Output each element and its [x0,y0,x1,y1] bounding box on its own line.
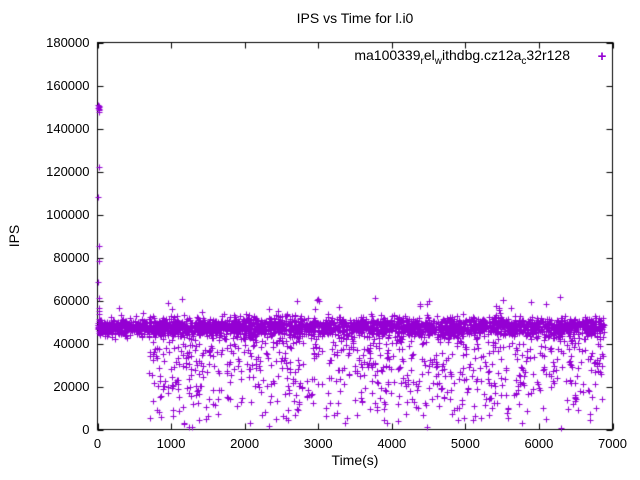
legend-label-part: 32r128 [526,47,570,63]
legend-label-part: el [423,47,435,63]
legend-plus-marker-icon: + [597,48,607,66]
y-tick-label: 120000 [46,163,90,179]
legend: ma100339relwithdbg.cz12ac32r128 + [354,47,612,67]
x-tick-label: 4000 [377,435,407,451]
x-tick-label: 3000 [303,435,333,451]
legend-series-label: ma100339relwithdbg.cz12ac32r128 [354,47,570,67]
x-tick-label: 2000 [230,435,260,451]
y-tick-label: 160000 [46,77,90,93]
legend-label-part: r [420,55,424,67]
y-tick-label: 0 [82,421,90,437]
y-tick-label: 40000 [53,335,90,351]
y-axis-label: IPS [6,224,22,248]
x-tick-label: 5000 [450,435,480,451]
x-tick-label: 7000 [598,435,627,451]
y-tick-label: 180000 [46,34,90,50]
x-tick-label: 1000 [156,435,186,451]
y-tick-label: 20000 [53,378,90,394]
legend-label-part: w [434,55,442,67]
y-tick-label: 100000 [46,206,90,222]
legend-label-part: ma100339 [354,47,421,63]
y-tick-label: 80000 [53,249,90,265]
y-tick-label: 140000 [46,120,90,136]
x-axis-label: Time(s) [331,452,379,468]
chart-title: IPS vs Time for l.i0 [296,10,414,26]
x-tick-label: 6000 [524,435,554,451]
x-tick-label: 0 [93,435,102,451]
legend-label-part: ithdbg.cz12a [442,47,522,63]
legend-label-part: c [521,55,527,67]
y-tick-label: 60000 [53,292,90,308]
